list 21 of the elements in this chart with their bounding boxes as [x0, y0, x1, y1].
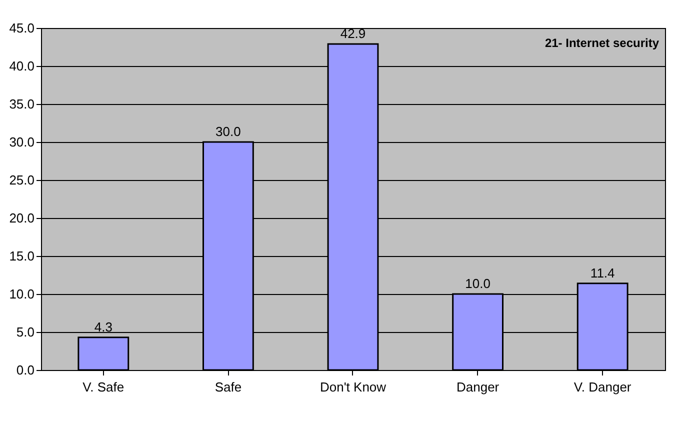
- x-tick-label: Safe: [214, 380, 242, 394]
- y-tick-label: 45.0: [9, 20, 34, 36]
- y-tick-label: 35.0: [9, 96, 34, 112]
- data-label: 11.4: [590, 265, 615, 280]
- data-label: 42.9: [340, 26, 366, 41]
- y-tick-label: 25.0: [9, 172, 34, 188]
- data-label: 30.0: [216, 124, 241, 139]
- x-tick-label: V. Safe: [82, 380, 124, 394]
- y-tick-label: 20.0: [9, 210, 34, 226]
- x-tick-label: Danger: [456, 380, 500, 394]
- text: 21- Internet security: [544, 36, 660, 50]
- y-tick-label: 15.0: [9, 248, 34, 264]
- y-tick-label: 0.0: [16, 362, 34, 378]
- data-label: 4.3: [94, 319, 112, 334]
- y-tick-label: 30.0: [9, 134, 34, 150]
- y-tick-label: 40.0: [9, 58, 34, 74]
- x-tick-label: Don't Know: [320, 380, 387, 394]
- y-tick-label: 10.0: [9, 286, 34, 302]
- x-tick-label: V. Danger: [574, 380, 632, 394]
- y-tick-label: 5.0: [16, 324, 34, 340]
- data-label: 10.0: [465, 276, 490, 291]
